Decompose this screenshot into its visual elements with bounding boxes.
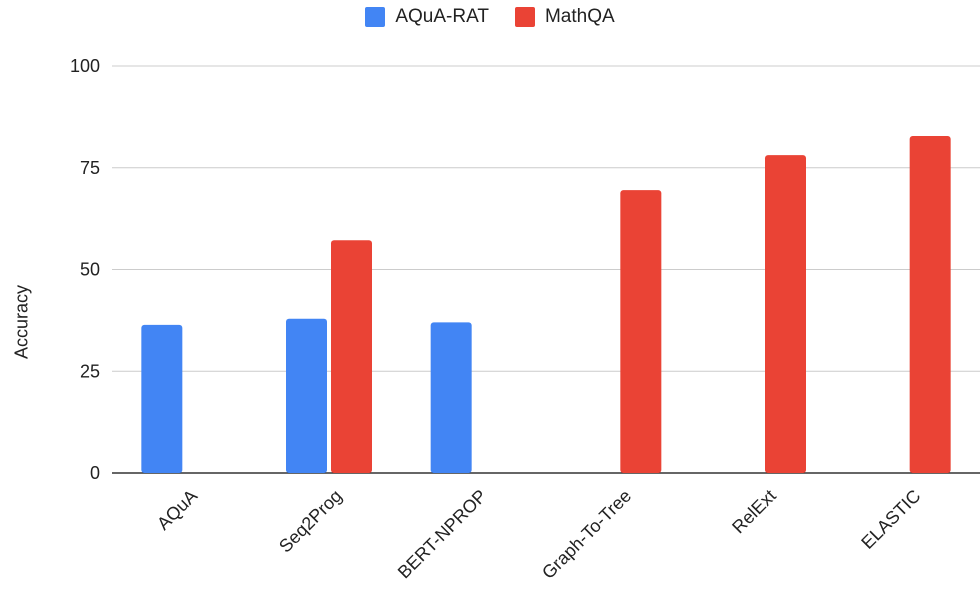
legend-swatch-mathqa bbox=[514, 7, 535, 27]
x-tick-label: ELASTIC bbox=[857, 486, 924, 553]
chart-legend: AQuA-RAT MathQA bbox=[0, 6, 980, 28]
legend-label-mathqa: MathQA bbox=[544, 6, 615, 27]
y-tick-label: 75 bbox=[80, 158, 100, 178]
x-tick-label: Graph-To-Tree bbox=[538, 486, 635, 583]
legend-label-aqua-rat: AQuA-RAT bbox=[395, 6, 489, 27]
x-tick-label: Seq2Prog bbox=[275, 486, 346, 557]
bar-mathqa-elastic bbox=[909, 136, 951, 473]
x-tick-label: AQuA bbox=[153, 486, 201, 534]
bar-aqua-rat-aqua bbox=[141, 324, 183, 473]
y-tick-label: 50 bbox=[80, 260, 100, 280]
legend-item-mathqa[interactable]: MathQA bbox=[514, 6, 615, 28]
bar-aqua-rat-bert-nprop bbox=[430, 322, 472, 473]
bar-mathqa-seq2prog bbox=[331, 240, 372, 473]
y-tick-label: 100 bbox=[70, 56, 100, 76]
x-tick-label: BERT-NPROP bbox=[394, 486, 491, 583]
legend-swatch-aqua-rat bbox=[365, 7, 386, 27]
y-tick-label: 0 bbox=[90, 463, 100, 483]
legend-item-aqua-rat[interactable]: AQuA-RAT bbox=[365, 6, 489, 28]
bar-aqua-rat-seq2prog bbox=[286, 318, 327, 473]
bar-mathqa-graph-to-tree bbox=[620, 190, 662, 473]
bar-mathqa-relext bbox=[765, 155, 806, 473]
x-tick-label: RelExt bbox=[728, 486, 780, 538]
y-tick-label: 25 bbox=[80, 361, 100, 381]
